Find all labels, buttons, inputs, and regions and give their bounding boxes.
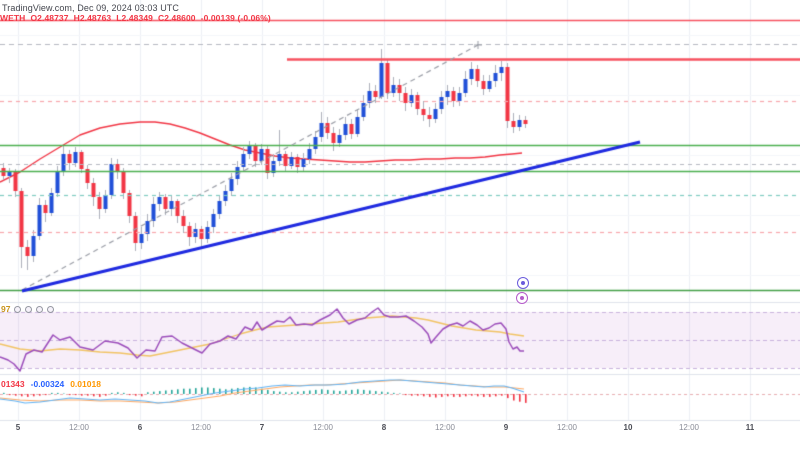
symbol-label: WETH	[0, 13, 26, 23]
rsi-legend: 97	[1, 304, 55, 314]
marker-dot-icon	[520, 296, 524, 300]
indicator-control-icon[interactable]	[25, 305, 33, 313]
marker-up-button[interactable]	[517, 277, 529, 289]
indicator-control-icon[interactable]	[47, 305, 55, 313]
macd-signal-value: 0.01018	[70, 379, 101, 389]
marker-dot-icon	[521, 281, 525, 285]
indicator-control-icon[interactable]	[36, 305, 44, 313]
indicator-control-icon[interactable]	[14, 305, 22, 313]
close-value: C2.48600	[157, 13, 196, 23]
watermark-credit: TradingView.com, Dec 09, 2024 03:03 UTC	[2, 3, 179, 13]
macd-line-value: -0.00324	[30, 379, 65, 389]
high-value: H2.48763	[73, 13, 112, 23]
marker-down-button[interactable]	[516, 292, 528, 304]
open-value: O2.48737	[30, 13, 69, 23]
ohlc-legend: WETH O2.48737 H2.48763 L2.48349 C2.48600 -0.0…	[0, 13, 276, 23]
rsi-value: 97	[1, 304, 11, 314]
low-value: L2.48349	[116, 13, 153, 23]
change-value: -0.00139 (-0.06%)	[200, 13, 271, 23]
macd-histogram-value: 01343	[1, 379, 25, 389]
macd-legend: 01343 -0.00324 0.01018	[1, 379, 101, 389]
